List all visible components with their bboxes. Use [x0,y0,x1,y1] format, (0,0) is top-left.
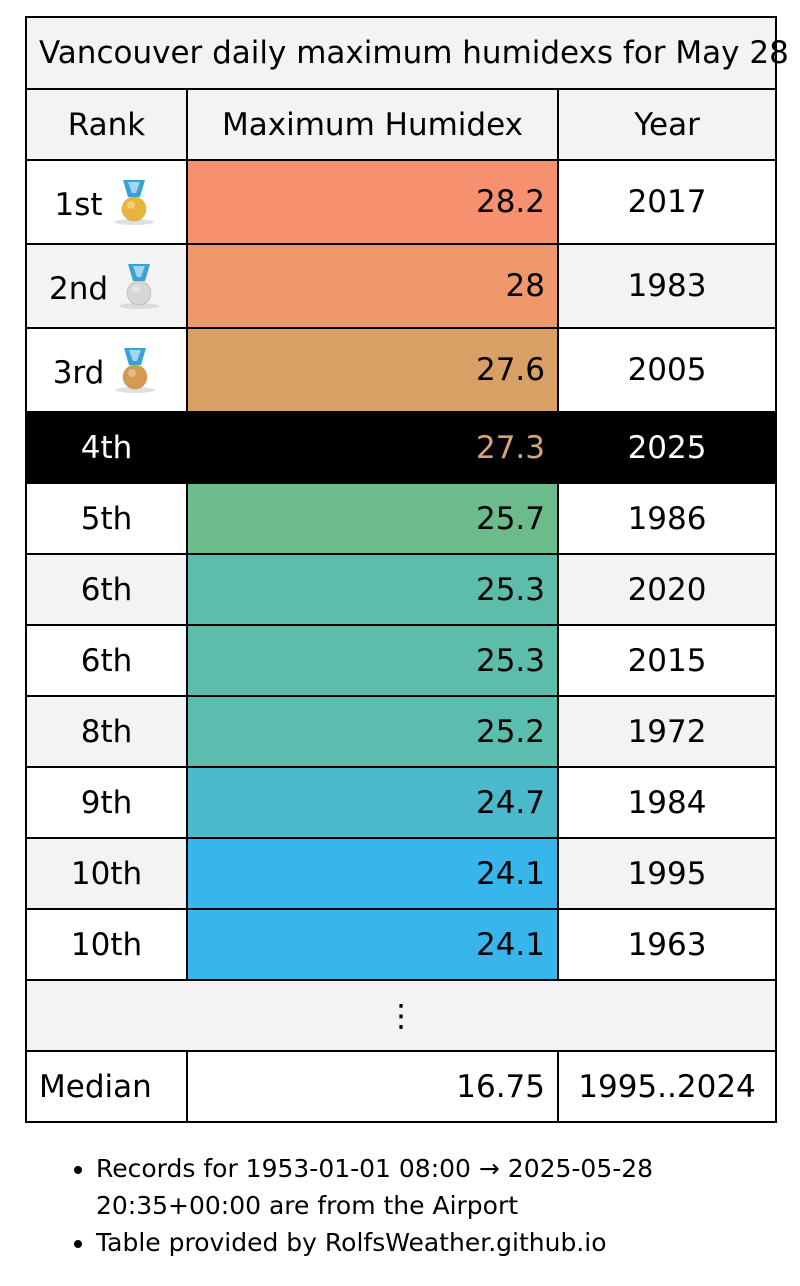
median-label: Median [25,1050,188,1123]
rank-label: 4th [80,429,133,466]
header-year: Year [556,88,778,161]
year-cell: 1984 [556,766,778,839]
rank-cell: 3rd [25,327,188,413]
year-cell: 2020 [556,553,778,626]
humidex-value: 24.1 [475,926,545,963]
gold-medal-icon [109,177,159,227]
year-cell: 2025 [556,411,778,484]
table-row: 10th 24.1 1963 [25,908,778,981]
bronze-medal-icon [110,345,160,395]
rank-label: 6th [80,642,133,679]
notes-list: Records for 1953-01-01 08:00 → 2025-05-2… [56,1150,796,1261]
rank-label: 10th [70,855,143,892]
humidex-value-cell: 27.6 [186,327,559,413]
humidex-value-cell: 25.3 [186,624,559,697]
humidex-value-cell: 25.3 [186,553,559,626]
table-row: 1st 28.2 2017 [25,159,778,245]
note-item: Records for 1953-01-01 08:00 → 2025-05-2… [96,1150,796,1224]
humidex-value: 25.2 [475,713,545,750]
rank-cell: 10th [25,908,188,981]
rank-cell: 4th [25,411,188,484]
median-range: 1995..2024 [556,1050,778,1123]
rank-cell: 6th [25,624,188,697]
table-caption: Vancouver daily maximum humidexs for May… [24,16,789,90]
rank-cell: 10th [25,837,188,910]
humidex-value: 27.6 [475,352,545,388]
table-row: 5th 25.7 1986 [25,482,778,555]
rank-label: 6th [80,571,133,608]
humidex-value-cell: 24.1 [186,837,559,910]
humidex-value-cell: 25.7 [186,482,559,555]
humidex-value: 25.3 [475,642,545,679]
table-row: 8th 25.2 1972 [25,695,778,768]
year-cell: 1986 [556,482,778,555]
rank-label: 9th [80,784,133,821]
humidex-value: 24.7 [475,784,545,821]
rank-label: 8th [80,713,133,750]
year-cell: 2015 [556,624,778,697]
humidex-value: 28.2 [475,184,545,220]
humidex-value: 27.3 [475,429,545,466]
humidex-value-cell: 28 [186,243,559,329]
rank-cell: 1st [25,159,188,245]
header-rank: Rank [25,88,188,161]
rank-label: 1st [54,187,103,223]
table-row: 10th 24.1 1995 [25,837,778,910]
year-cell: 1963 [556,908,778,981]
year-cell: 2005 [556,327,778,413]
rank-cell: 6th [25,553,188,626]
rank-cell: 8th [25,695,188,768]
humidex-value-cell: 24.7 [186,766,559,839]
median-row: Median 16.75 1995..2024 [25,1050,778,1123]
humidex-value: 25.7 [475,500,545,537]
ellipsis: ⋮ [24,979,778,1052]
humidex-value: 24.1 [475,855,545,892]
table-row: 2nd 28 1983 [25,243,778,329]
rank-cell: 2nd [25,243,188,329]
table-row-current: 4th 27.3 2025 [25,411,778,484]
humidex-records-table: Vancouver daily maximum humidexs for May… [24,16,789,1123]
year-cell: 1983 [556,243,778,329]
rank-label: 2nd [48,271,109,307]
rank-label: 5th [80,500,133,537]
table-row: 9th 24.7 1984 [25,766,778,839]
year-cell: 1972 [556,695,778,768]
header-maximum-humidex: Maximum Humidex [186,88,559,161]
humidex-value-cell: 25.2 [186,695,559,768]
table-row: 6th 25.3 2015 [25,624,778,697]
rank-cell: 9th [25,766,188,839]
humidex-value-cell: 28.2 [186,159,559,245]
year-cell: 1995 [556,837,778,910]
median-value: 16.75 [186,1050,559,1123]
humidex-value-cell: 24.1 [186,908,559,981]
silver-medal-icon [114,261,164,311]
ellipsis-row: ⋮ [24,979,778,1052]
table-row: 6th 25.3 2020 [25,553,778,626]
year-cell: 2017 [556,159,778,245]
humidex-value: 28 [505,268,545,304]
humidex-value-cell: 27.3 [186,411,559,484]
note-item: Table provided by RolfsWeather.github.io [96,1224,796,1261]
rank-label: 3rd [52,355,105,391]
rank-label: 10th [70,926,143,963]
table-row: 3rd 27.6 2005 [25,327,778,413]
humidex-value: 25.3 [475,571,545,608]
rank-cell: 5th [25,482,188,555]
